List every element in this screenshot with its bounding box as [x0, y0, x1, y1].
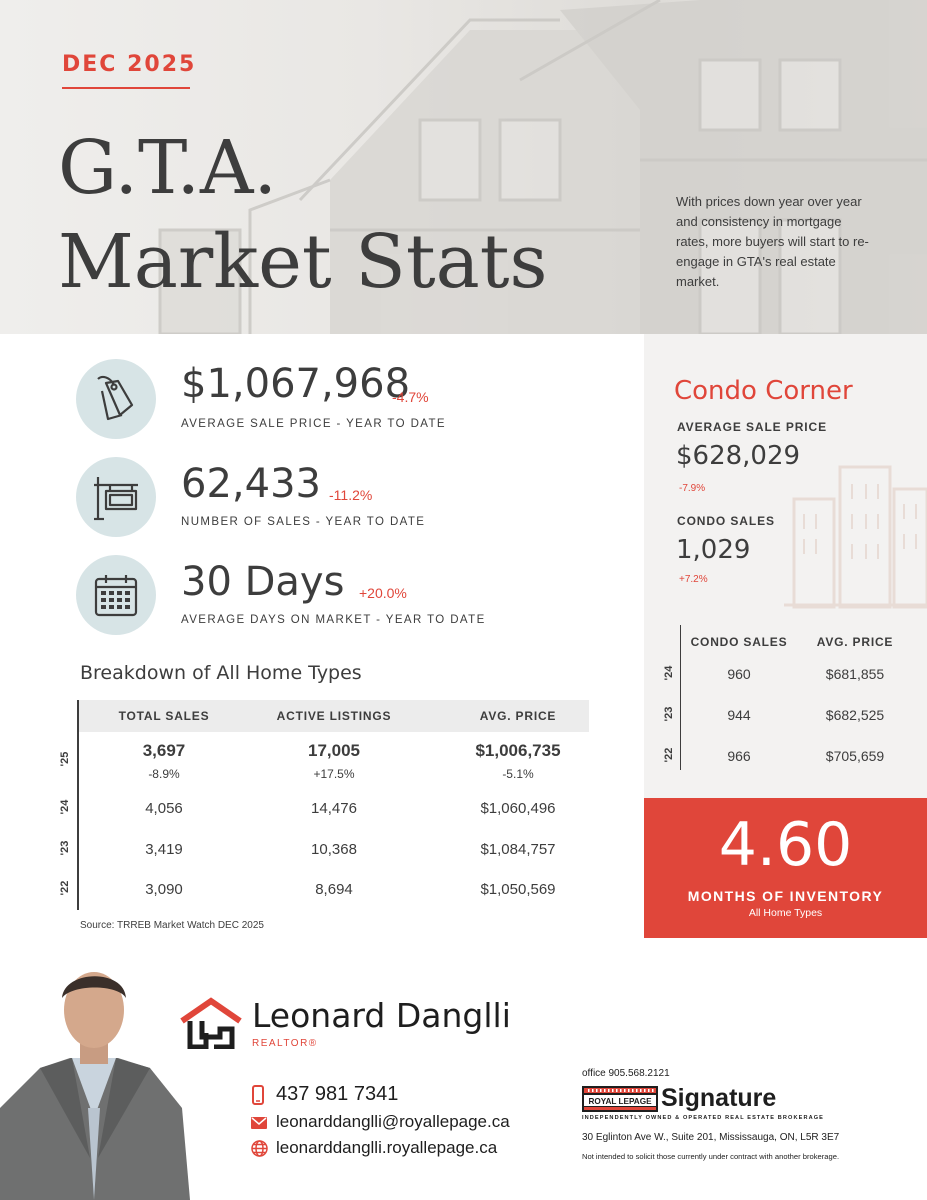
condo-row-year-label: '22	[663, 747, 675, 763]
table-cell: $1,006,735	[475, 741, 561, 760]
condo-table-cell: $705,659	[825, 748, 885, 764]
stat-change: +20.0%	[359, 585, 407, 601]
condo-table-cell: $681,855	[825, 666, 885, 682]
table-cell: 4,056	[145, 800, 183, 817]
agent-photo	[0, 972, 190, 1200]
table-cell: 3,090	[145, 881, 183, 898]
condo-table-cell: 944	[727, 707, 751, 723]
table-cell-change: +17.5%	[313, 767, 355, 781]
hero-banner: DEC 2025 G.T.A. Market Stats With prices…	[0, 0, 927, 334]
condo-table-cell: $682,525	[825, 707, 885, 723]
table-cell-change: -5.1%	[502, 767, 534, 781]
price-tag-icon	[76, 359, 156, 439]
breakdown-title: Breakdown of All Home Types	[80, 662, 362, 684]
table-cell: 3,419	[145, 841, 183, 858]
stat-value: 62,433	[181, 461, 321, 507]
condo-sales-label: CONDO SALES	[677, 514, 775, 528]
table-cell: $1,050,569	[480, 881, 556, 898]
brand-tagline: INDEPENDENTLY OWNED & OPERATED REAL ESTA…	[582, 1115, 825, 1121]
table-divider	[77, 700, 79, 910]
condo-corner-panel	[644, 334, 927, 798]
condo-avg-price-change: -7.9%	[679, 483, 706, 494]
stat-change: -11.2%	[329, 487, 373, 503]
agent-name: Leonard Danglli	[252, 996, 511, 1035]
globe-icon	[251, 1140, 268, 1157]
row-year-label: '25	[59, 751, 71, 767]
condo-sales-value: 1,029	[676, 535, 751, 565]
condo-column-header-avg-price: AVG. PRICE	[816, 635, 894, 649]
agent-website[interactable]: leonarddanglli.royallepage.ca	[276, 1138, 498, 1157]
agent-role: REALTOR®	[252, 1038, 318, 1049]
page-title-line2: Market Stats	[58, 219, 548, 305]
for-sale-sign-icon	[76, 457, 156, 537]
date-underline	[62, 87, 190, 89]
condo-avg-price-value: $628,029	[676, 441, 801, 471]
page-title-line1: G.T.A.	[58, 125, 277, 211]
condo-avg-price-label: AVERAGE SALE PRICE	[677, 420, 827, 434]
table-cell: 8,694	[315, 881, 353, 898]
phone-icon	[252, 1085, 264, 1105]
agent-logo-icon	[180, 997, 242, 1049]
condo-row-year-label: '24	[663, 665, 675, 681]
condo-building-illustration	[784, 465, 927, 609]
hero-blurb: With prices down year over year and cons…	[676, 194, 869, 289]
email-icon	[251, 1117, 267, 1129]
table-cell: 14,476	[311, 800, 357, 817]
office-phone: office 905.568.2121	[582, 1068, 670, 1079]
table-cell-change: -8.9%	[148, 767, 180, 781]
condo-column-header-sales: CONDO SALES	[690, 635, 788, 649]
stat-caption: AVERAGE DAYS ON MARKET - YEAR TO DATE	[181, 614, 486, 626]
stat-caption: NUMBER OF SALES - YEAR TO DATE	[181, 516, 426, 528]
agent-phone[interactable]: 437 981 7341	[276, 1083, 399, 1105]
stat-change: -4.7%	[392, 389, 429, 405]
table-header	[79, 700, 589, 732]
brand-signature: Signature	[661, 1084, 777, 1112]
condo-table-divider	[680, 625, 681, 770]
inventory-label: MONTHS OF INVENTORY	[687, 888, 884, 904]
row-year-label: '23	[59, 840, 71, 856]
royal-lepage-logo: ROYAL LEPAGE	[582, 1086, 658, 1112]
report-date: DEC 2025	[62, 52, 197, 77]
condo-row-year-label: '23	[663, 706, 675, 722]
table-cell: 17,005	[308, 741, 360, 760]
row-year-label: '24	[59, 799, 71, 815]
column-header-total-sales: TOTAL SALES	[118, 709, 210, 723]
agent-email[interactable]: leonarddanglli@royallepage.ca	[276, 1112, 510, 1131]
source-note: Source: TRREB Market Watch DEC 2025	[80, 920, 264, 931]
inventory-value: 4.60	[718, 810, 853, 880]
inventory-sublabel: All Home Types	[748, 907, 823, 919]
condo-table-cell: 966	[727, 748, 751, 764]
house-background-image	[158, 0, 927, 334]
brokerage-disclaimer: Not intended to solicit those currently …	[582, 1152, 840, 1161]
column-header-avg-price: AVG. PRICE	[479, 709, 557, 723]
stat-value: $1,067,968	[181, 361, 411, 407]
months-of-inventory-box: 4.60 MONTHS OF INVENTORY All Home Types	[644, 798, 927, 938]
brokerage-address: 30 Eglinton Ave W., Suite 201, Mississau…	[582, 1132, 840, 1143]
royal-lepage-wordmark: ROYAL LEPAGE	[588, 1097, 652, 1106]
condo-table-cell: 960	[727, 666, 751, 682]
table-cell: 3,697	[142, 741, 186, 760]
table-cell: 10,368	[311, 841, 357, 858]
table-cell: $1,060,496	[480, 800, 556, 817]
table-cell: $1,084,757	[480, 841, 556, 858]
stat-caption: AVERAGE SALE PRICE - YEAR TO DATE	[181, 418, 446, 430]
stat-value: 30 Days	[181, 559, 345, 605]
column-header-active-listings: ACTIVE LISTINGS	[276, 709, 392, 723]
row-year-label: '22	[59, 880, 71, 896]
condo-sales-change: +7.2%	[679, 574, 708, 585]
calendar-icon	[76, 555, 156, 635]
condo-corner-title: Condo Corner	[674, 376, 853, 406]
